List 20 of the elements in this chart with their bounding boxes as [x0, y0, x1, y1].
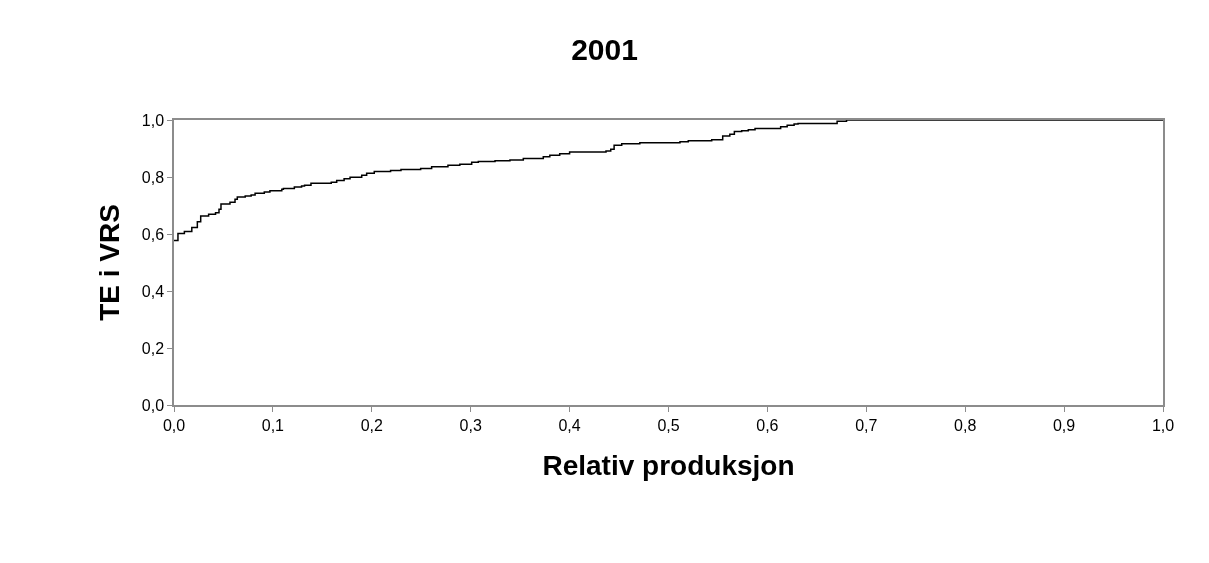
x-tick-label: 0,2 [360, 416, 384, 434]
x-tick-label: 0,9 [1052, 416, 1076, 434]
y-axis-title: TE i VRS [94, 204, 125, 321]
x-tick-label: 0,6 [756, 416, 779, 434]
y-tick-label: 0,0 [141, 396, 165, 414]
chart-title: 2001 [571, 33, 638, 67]
x-tick-label: 0,4 [558, 416, 581, 434]
x-tick-label: 0,5 [657, 416, 680, 434]
x-tick-label: 0,7 [855, 416, 878, 434]
x-tick-label: 1,0 [1151, 416, 1175, 434]
y-tick-label: 1,0 [141, 111, 165, 129]
y-tick-label: 0,6 [141, 225, 165, 243]
y-tick-label: 0,8 [141, 168, 165, 186]
x-tick-label: 0,3 [459, 416, 482, 434]
x-tick-label: 0,0 [162, 416, 186, 434]
x-axis-title: Relativ produksjon [542, 449, 795, 481]
x-tick-label: 0,8 [954, 416, 977, 434]
y-tick-label: 0,2 [141, 339, 165, 357]
x-tick-label: 0,1 [261, 416, 285, 434]
y-tick-label: 0,4 [141, 282, 165, 300]
